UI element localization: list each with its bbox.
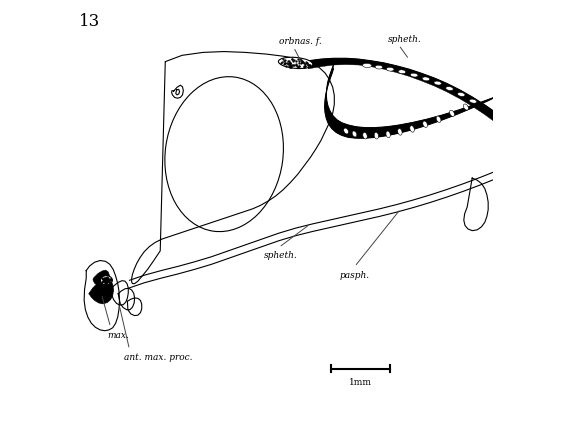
Ellipse shape: [398, 70, 406, 74]
Text: spheth.: spheth.: [388, 35, 422, 43]
Text: 1mm: 1mm: [349, 378, 372, 387]
Ellipse shape: [464, 104, 469, 110]
Ellipse shape: [434, 81, 441, 85]
Text: 13: 13: [79, 13, 100, 30]
Text: spheth.: spheth.: [264, 251, 298, 260]
Ellipse shape: [422, 77, 430, 81]
Ellipse shape: [410, 126, 414, 132]
Ellipse shape: [469, 99, 477, 103]
Polygon shape: [325, 65, 498, 138]
Polygon shape: [93, 270, 109, 287]
Ellipse shape: [101, 276, 112, 285]
Text: orbnas. f.: orbnas. f.: [279, 37, 321, 46]
Polygon shape: [308, 58, 498, 124]
Ellipse shape: [387, 67, 394, 71]
Text: pasph.: pasph.: [340, 271, 370, 280]
Ellipse shape: [457, 92, 465, 96]
Ellipse shape: [446, 86, 453, 90]
Ellipse shape: [436, 116, 441, 122]
Ellipse shape: [375, 65, 383, 69]
Ellipse shape: [344, 128, 349, 134]
Ellipse shape: [363, 132, 367, 139]
Ellipse shape: [386, 131, 391, 138]
Ellipse shape: [410, 73, 418, 77]
Ellipse shape: [278, 57, 313, 69]
Text: max.: max.: [107, 331, 129, 340]
Ellipse shape: [398, 129, 402, 135]
Text: ant. max. proc.: ant. max. proc.: [124, 353, 192, 362]
Ellipse shape: [374, 132, 379, 139]
Ellipse shape: [362, 63, 372, 68]
Polygon shape: [89, 278, 114, 304]
Ellipse shape: [449, 110, 454, 116]
Ellipse shape: [423, 121, 427, 127]
Ellipse shape: [352, 131, 357, 137]
